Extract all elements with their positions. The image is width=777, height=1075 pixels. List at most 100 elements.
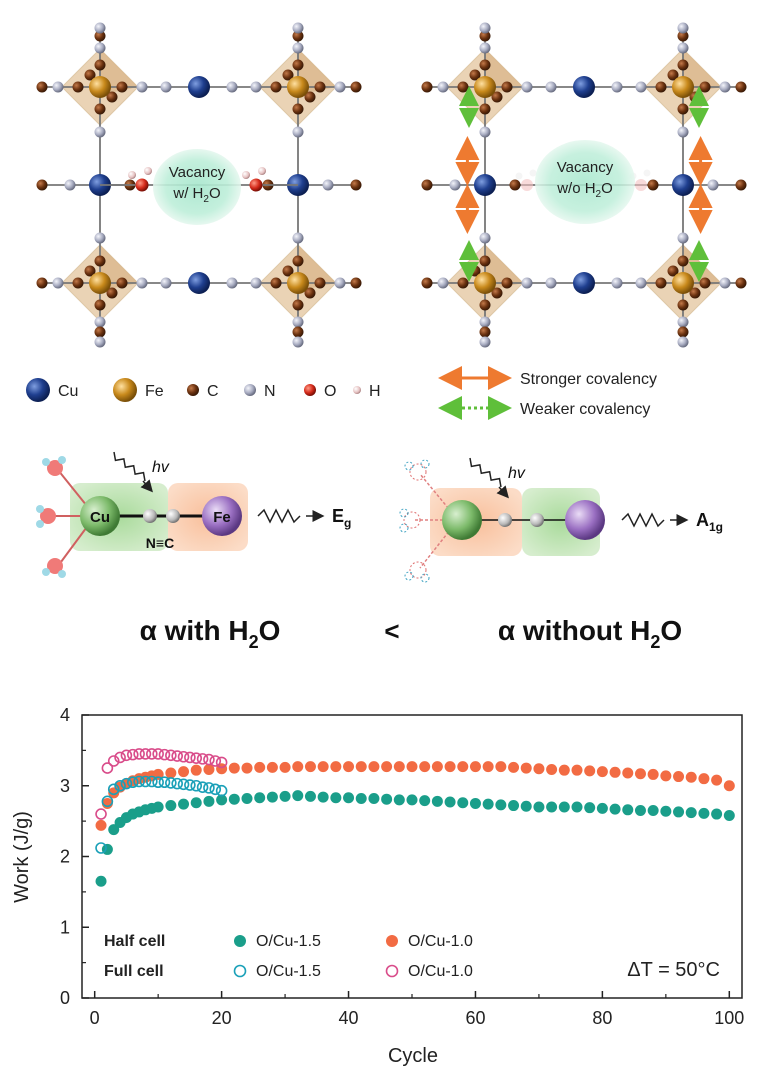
legend-marker-full-1-0: [385, 964, 399, 978]
data-point-series-0: [660, 805, 672, 817]
data-point-series-0: [279, 790, 291, 802]
water-molecule: [36, 505, 56, 528]
data-point-series-3: [203, 753, 215, 766]
legend-atom-h-icon: [353, 386, 361, 394]
data-point-series-1: [406, 761, 418, 773]
atom-n: [707, 179, 719, 191]
stronger-covalency-label: Stronger covalency: [520, 371, 657, 388]
data-point-series-0: [101, 843, 113, 855]
mode-a1g: A1g: [696, 510, 723, 534]
atom-c: [314, 277, 326, 289]
data-point-series-0: [393, 794, 405, 806]
atom-n: [677, 126, 689, 138]
legend-atom-o-label: O: [324, 383, 336, 400]
atom-c: [106, 287, 118, 299]
data-point-series-1: [190, 764, 202, 776]
data-point-series-0: [457, 797, 469, 809]
legend-label-half-1-5: O/Cu-1.5: [256, 933, 321, 950]
atom-c: [94, 255, 106, 267]
data-point-series-2: [215, 784, 228, 797]
atom-c: [292, 326, 304, 338]
data-point-series-1: [203, 763, 215, 775]
x-tick-label: 40: [339, 1008, 359, 1028]
atom-c: [84, 69, 96, 81]
data-point-series-1: [622, 767, 634, 779]
data-point-series-2: [203, 782, 215, 794]
data-point-series-0: [609, 803, 621, 815]
legend-label-half-1-0: O/Cu-1.0: [408, 933, 473, 950]
data-point-series-2: [95, 842, 107, 854]
data-point-series-3: [133, 748, 145, 760]
data-point-series-3: [171, 750, 183, 762]
atom-n: [545, 81, 557, 93]
atom-n: [136, 277, 148, 289]
atom-cu: [573, 272, 595, 294]
atom-c: [72, 81, 84, 93]
atom-n: [250, 81, 262, 93]
atom-c: [491, 91, 503, 103]
data-point-series-1: [469, 761, 481, 773]
data-point-series-1: [355, 761, 367, 773]
atom-n: [677, 232, 689, 244]
atom-n: [334, 81, 346, 93]
atom-n: [334, 277, 346, 289]
atom-n: [160, 277, 172, 289]
data-point-series-0: [508, 800, 520, 812]
atom-c: [36, 277, 48, 289]
atom-n: [160, 81, 172, 93]
cu-ball-label: Cu: [90, 509, 110, 526]
atom-c: [304, 91, 316, 103]
legend-row-full-cell: Full cell: [104, 963, 164, 980]
chart-points: [95, 748, 735, 887]
data-point-series-1: [660, 770, 672, 782]
atom-n: [94, 42, 106, 54]
data-point-series-2: [177, 778, 190, 791]
data-point-series-1: [178, 766, 190, 778]
vacancy-left-line1: Vacancy: [169, 164, 226, 181]
atom-c: [292, 255, 304, 267]
data-point-series-1: [241, 762, 253, 774]
cu-ball: [80, 496, 120, 536]
atom-n: [292, 232, 304, 244]
data-point-series-2: [126, 776, 139, 789]
delta-t-annotation: ΔT = 50°C: [627, 959, 720, 981]
fe-ball: [202, 496, 242, 536]
atom-c: [479, 30, 491, 42]
atom-h: [128, 171, 136, 179]
atom-n: [611, 277, 623, 289]
y-tick-label: 2: [60, 847, 70, 867]
data-point-series-2: [133, 775, 145, 788]
y-tick-label: 0: [60, 988, 70, 1008]
legend-atom-o-icon: [304, 384, 316, 396]
data-point-series-1: [228, 762, 240, 774]
data-point-series-3: [215, 756, 228, 769]
atom-n: [677, 316, 689, 328]
atom-c: [735, 179, 747, 191]
atom-cu: [474, 174, 496, 196]
legend-atom-cu-label: Cu: [58, 383, 78, 400]
data-point-series-0: [444, 796, 456, 808]
phonon-left: Cu Fe N≡C hv Eg: [36, 451, 351, 578]
lattice-with-water: [36, 22, 362, 348]
data-point-series-0: [241, 792, 253, 804]
mode-eg: Eg: [332, 506, 351, 530]
data-point-series-2: [158, 776, 171, 789]
data-point-series-1: [647, 768, 659, 780]
atom-c: [292, 299, 304, 311]
water-molecule: [42, 558, 66, 578]
atom-n: [545, 277, 557, 289]
atom-c: [36, 179, 48, 191]
atom-c: [677, 103, 689, 115]
data-point-series-0: [254, 792, 266, 804]
data-point-series-2: [114, 779, 126, 792]
atom-n: [292, 126, 304, 138]
atom-c: [667, 69, 679, 81]
data-point-series-0: [622, 804, 634, 816]
data-point-series-0: [317, 791, 329, 803]
data-point-series-2: [165, 777, 177, 789]
data-point-series-1: [457, 761, 469, 773]
data-point-series-0: [203, 795, 215, 807]
atom-n: [94, 22, 106, 34]
data-point-series-0: [178, 798, 190, 810]
